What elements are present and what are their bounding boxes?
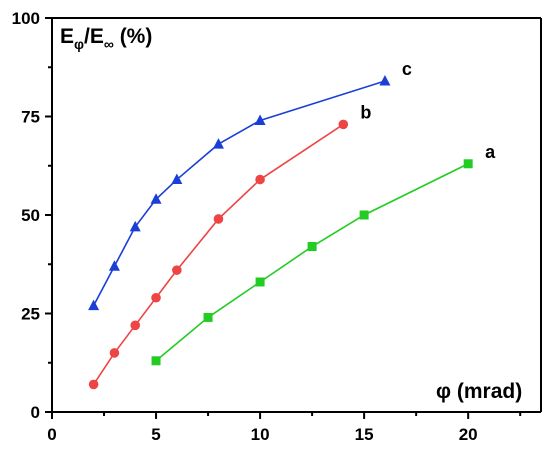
y-tick-label: 0 — [31, 403, 40, 422]
series-line-a — [155, 163, 469, 362]
data-point — [338, 119, 349, 130]
data-point — [171, 173, 183, 185]
data-point — [129, 220, 141, 232]
y-axis-title: Eφ/E∞ (%) — [60, 25, 152, 52]
data-point — [255, 277, 265, 287]
series-b: b — [88, 102, 371, 390]
data-point — [151, 292, 161, 303]
data-point — [109, 348, 120, 358]
data-point — [172, 265, 182, 275]
data-point — [359, 210, 369, 220]
series-label-a: a — [485, 142, 496, 162]
x-tick-label: 10 — [251, 425, 270, 444]
x-tick-label: 5 — [151, 425, 160, 444]
x-axis-title: φ (mrad) — [436, 380, 522, 403]
data-point — [88, 379, 99, 390]
series-line-c — [92, 80, 386, 306]
series-a: a — [151, 142, 496, 366]
x-tick-label: 20 — [459, 425, 478, 444]
data-point — [212, 138, 224, 149]
data-point — [130, 320, 141, 331]
y-tick-label: 75 — [21, 108, 40, 127]
data-point — [151, 356, 161, 366]
data-point — [88, 299, 100, 311]
data-point — [255, 174, 265, 185]
data-point — [463, 159, 473, 169]
series-label-c: c — [402, 59, 412, 79]
y-tick-label: 100 — [12, 9, 40, 28]
x-tick-label: 15 — [355, 425, 374, 444]
series-line-b — [92, 123, 344, 385]
x-tick-label: 0 — [47, 425, 56, 444]
axes — [51, 17, 542, 413]
y-tick-label: 25 — [21, 305, 40, 324]
data-point — [254, 114, 266, 125]
series-label-b: b — [360, 102, 371, 122]
y-tick-label: 50 — [21, 206, 40, 225]
data-point — [213, 214, 224, 224]
series-c: c — [88, 59, 412, 311]
data-point — [203, 312, 213, 322]
data-point — [150, 193, 162, 204]
data-point — [379, 75, 391, 86]
tick-group: 0 5 10 15 20 0 25 50 75 100 — [12, 9, 522, 444]
data-point — [307, 242, 317, 252]
series-layer: a b c — [88, 59, 496, 390]
data-point — [108, 260, 120, 271]
